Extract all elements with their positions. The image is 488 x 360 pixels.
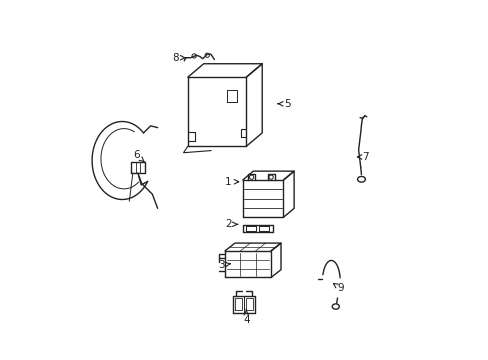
Text: 3: 3 xyxy=(218,260,230,270)
Text: 2: 2 xyxy=(225,219,237,229)
Text: 4: 4 xyxy=(243,310,249,325)
Text: 6: 6 xyxy=(133,150,144,162)
Text: 5: 5 xyxy=(278,99,290,109)
Text: 1: 1 xyxy=(225,177,238,187)
Text: 7: 7 xyxy=(357,152,367,162)
Text: 9: 9 xyxy=(333,283,343,293)
Text: 8: 8 xyxy=(172,53,184,63)
